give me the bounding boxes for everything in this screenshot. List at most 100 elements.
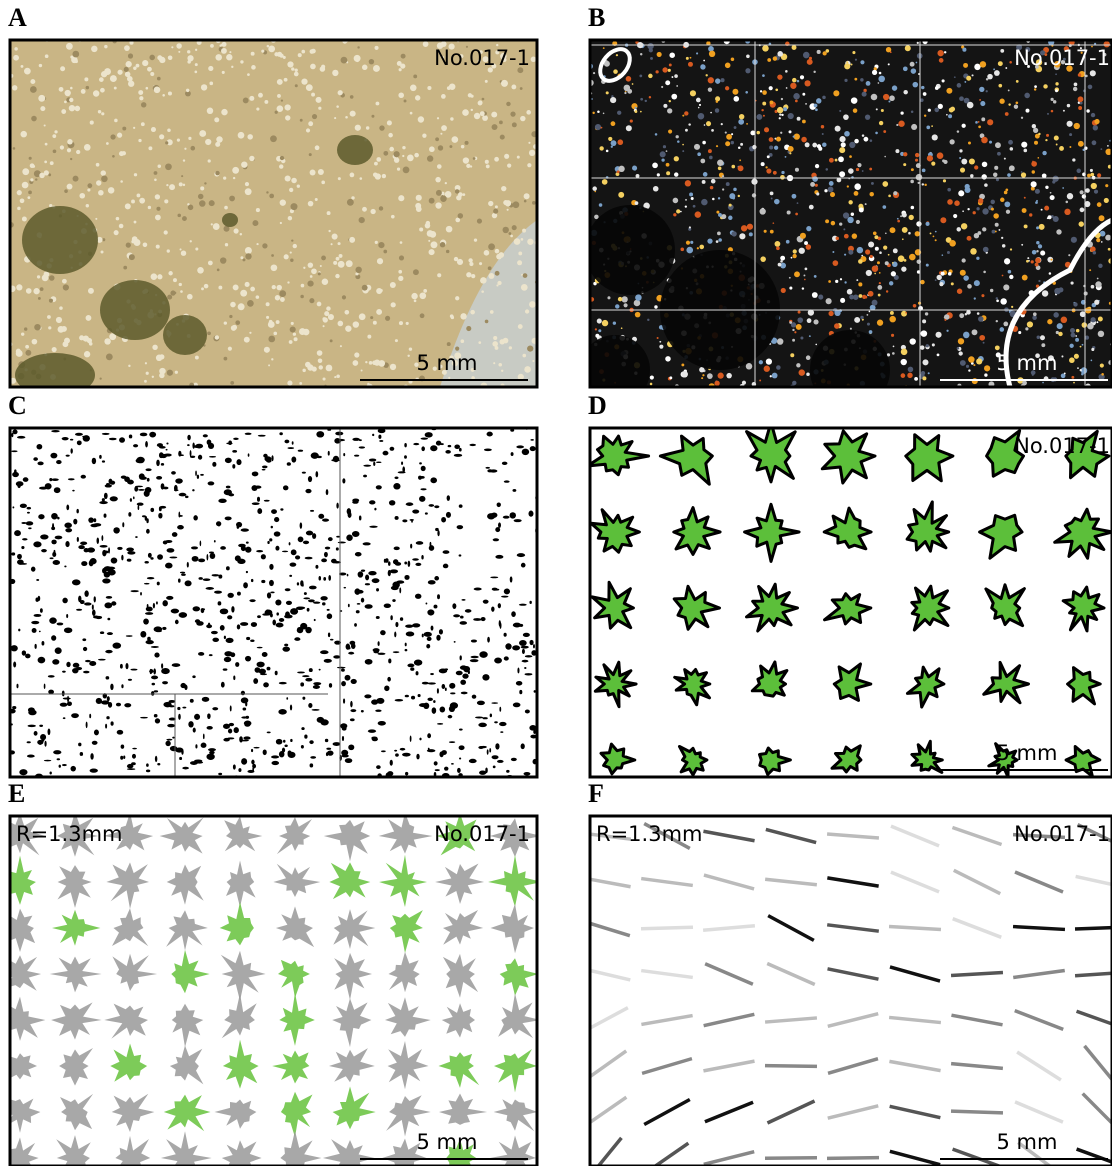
grain bbox=[256, 243, 258, 245]
particle bbox=[157, 763, 160, 765]
grain bbox=[654, 305, 657, 308]
particle bbox=[505, 643, 511, 649]
particle bbox=[485, 467, 489, 469]
grain bbox=[238, 303, 245, 310]
particle bbox=[348, 604, 350, 607]
grain bbox=[1093, 125, 1098, 130]
grain bbox=[1064, 373, 1066, 375]
panel-letter: D bbox=[588, 391, 607, 420]
grain bbox=[661, 86, 663, 88]
particle bbox=[523, 633, 530, 637]
grain bbox=[898, 255, 905, 262]
grain bbox=[186, 89, 189, 92]
grain bbox=[99, 77, 104, 82]
grain bbox=[793, 249, 797, 253]
particle bbox=[404, 443, 407, 447]
particle bbox=[246, 542, 249, 544]
particle bbox=[101, 535, 103, 541]
grain bbox=[828, 187, 834, 193]
grain bbox=[834, 323, 840, 329]
grain bbox=[215, 335, 219, 339]
grain bbox=[181, 250, 186, 255]
particle bbox=[160, 454, 167, 458]
sample-label: No.017-1 bbox=[1014, 822, 1110, 846]
grain bbox=[397, 168, 400, 171]
particle bbox=[197, 475, 199, 479]
grain bbox=[812, 292, 818, 298]
grain bbox=[345, 325, 351, 331]
particle bbox=[241, 528, 249, 531]
grain bbox=[93, 90, 99, 96]
particle bbox=[243, 582, 248, 588]
grain bbox=[69, 105, 75, 111]
grain bbox=[680, 248, 684, 252]
grain bbox=[876, 108, 878, 110]
particle bbox=[449, 683, 455, 689]
particle bbox=[162, 600, 168, 606]
grain bbox=[813, 71, 815, 73]
particle bbox=[106, 596, 112, 599]
grain bbox=[924, 115, 926, 117]
grain bbox=[762, 45, 769, 52]
grain bbox=[822, 133, 824, 135]
grain bbox=[527, 345, 533, 351]
grain bbox=[977, 231, 981, 235]
grain bbox=[1026, 260, 1029, 263]
grain bbox=[388, 133, 393, 138]
grain bbox=[274, 52, 278, 56]
particle bbox=[493, 538, 499, 541]
grain bbox=[84, 77, 88, 81]
grain bbox=[355, 125, 361, 131]
grain bbox=[76, 150, 80, 154]
particle bbox=[166, 739, 172, 741]
particle bbox=[191, 546, 198, 549]
grain bbox=[789, 321, 792, 324]
grain bbox=[806, 244, 811, 249]
grain bbox=[947, 199, 953, 205]
grain bbox=[718, 197, 720, 199]
panel-letter: E bbox=[8, 779, 25, 808]
grain bbox=[230, 381, 234, 385]
particle bbox=[82, 436, 86, 438]
grain bbox=[987, 119, 993, 125]
particle bbox=[252, 471, 259, 476]
particle bbox=[194, 714, 200, 720]
grain bbox=[765, 166, 767, 168]
grain bbox=[1091, 285, 1095, 289]
grain bbox=[922, 319, 926, 323]
particle bbox=[139, 476, 146, 479]
particle bbox=[322, 602, 326, 605]
particle bbox=[283, 485, 288, 490]
grain bbox=[294, 72, 299, 77]
particle bbox=[205, 587, 214, 590]
particle bbox=[206, 753, 214, 760]
grain bbox=[674, 156, 679, 161]
grain bbox=[703, 172, 708, 177]
particle bbox=[27, 512, 30, 514]
grain bbox=[854, 191, 859, 196]
grain bbox=[602, 179, 608, 185]
grain bbox=[699, 104, 701, 106]
grain bbox=[399, 255, 404, 260]
grain bbox=[1097, 278, 1099, 280]
particle bbox=[121, 744, 125, 748]
grain bbox=[890, 227, 896, 233]
particle bbox=[325, 547, 330, 550]
particle bbox=[129, 435, 132, 439]
grain bbox=[231, 66, 233, 68]
grain bbox=[905, 312, 907, 314]
grain bbox=[144, 380, 147, 383]
grain bbox=[1088, 85, 1093, 90]
particle bbox=[146, 640, 154, 644]
grain bbox=[1031, 161, 1037, 167]
grain bbox=[640, 98, 643, 101]
particle bbox=[226, 638, 234, 643]
grain bbox=[851, 213, 854, 216]
grain bbox=[967, 284, 972, 289]
particle bbox=[435, 528, 439, 531]
particle bbox=[404, 575, 409, 580]
particle bbox=[180, 572, 185, 574]
grain bbox=[233, 177, 235, 179]
particle bbox=[92, 458, 96, 464]
particle bbox=[142, 515, 146, 517]
